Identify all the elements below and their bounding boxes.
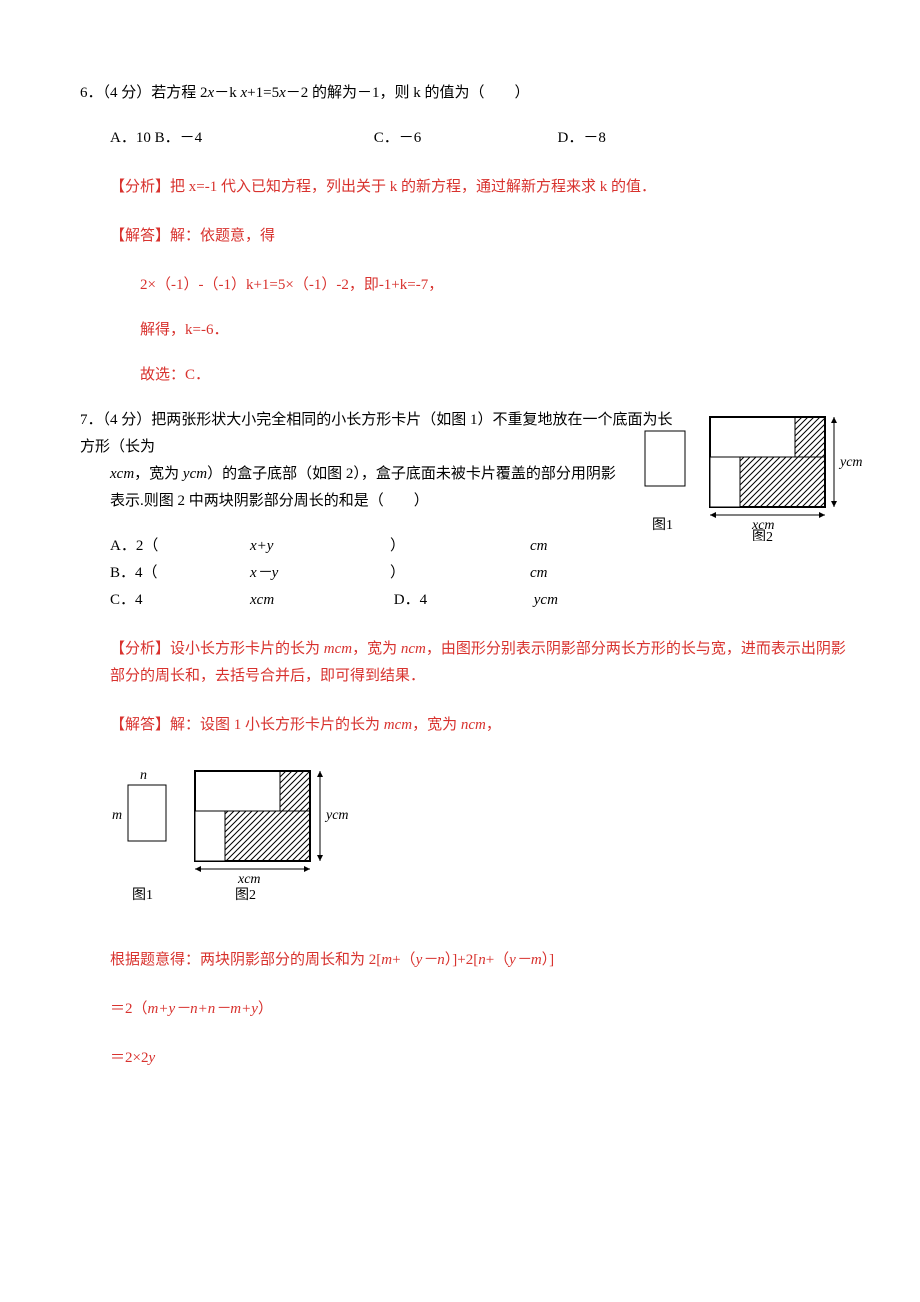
svg-text:ycm: ycm xyxy=(324,808,349,823)
q7-analysis: 【分析】设小长方形卡片的长为 mcm，宽为 ncm，由图形分别表示阴影部分两长方… xyxy=(110,636,860,690)
q7-figure-solution: n m 图1 xcm ycm 图2 xyxy=(110,761,860,921)
q7-deriv2: ＝2（m+y－n+n－m+y） xyxy=(110,996,860,1023)
q6-step2: 解得，k=-6． xyxy=(140,317,860,344)
q7-figure-inline: 图1 xcm ycm 图2 xyxy=(640,411,870,551)
q6-option-d: D．－8 xyxy=(558,125,606,152)
q7-stem: 7．（4 分）把两张形状大小完全相同的小长方形卡片（如图 1）不重复地放在一个底… xyxy=(80,407,860,515)
q6-step3: 故选：C． xyxy=(140,362,860,389)
answer-label: 【解答】 xyxy=(110,717,170,733)
q7-option-a: A．2（x+y） cm xyxy=(110,533,670,560)
svg-text:m: m xyxy=(112,808,122,823)
svg-text:n: n xyxy=(140,768,147,783)
q6-answer-head: 【解答】解：依题意，得 xyxy=(110,223,860,250)
q6-points: （4 分） xyxy=(103,85,152,101)
q6-stem: 6．（4 分）若方程 2x－k x+1=5x－2 的解为－1，则 k 的值为（ … xyxy=(80,80,860,107)
svg-text:xcm: xcm xyxy=(237,872,261,887)
q7-option-d: D．4ycm xyxy=(394,587,674,614)
analysis-label: 【分析】 xyxy=(110,641,170,657)
q7-answer-head: 【解答】解：设图 1 小长方形卡片的长为 mcm，宽为 ncm， xyxy=(110,712,860,739)
q6-number: 6． xyxy=(80,85,103,101)
q7-deriv3: ＝2×2y xyxy=(110,1045,860,1072)
svg-text:图1: 图1 xyxy=(132,888,153,903)
q6-options: A．10 B．－4 C．－6 D．－8 xyxy=(110,125,860,152)
svg-text:图1: 图1 xyxy=(652,518,673,533)
answer-label: 【解答】 xyxy=(110,228,170,244)
q6-step1: 2×（-1）-（-1）k+1=5×（-1）-2，即-1+k=-7， xyxy=(140,272,860,299)
q6-option-c: C．－6 xyxy=(374,125,514,152)
q6-option-a: A．10 B．－4 xyxy=(110,125,330,152)
svg-text:图2: 图2 xyxy=(752,530,773,541)
q6-analysis: 【分析】把 x=-1 代入已知方程，列出关于 k 的新方程，通过解新方程来求 k… xyxy=(110,174,860,201)
svg-text:图2: 图2 xyxy=(235,888,256,903)
q7-points: （4 分） xyxy=(103,412,152,428)
q7-number: 7． xyxy=(80,412,103,428)
q7-deriv1: 根据题意得：两块阴影部分的周长和为 2[m+（y－n）]+2[n+（y－m）] xyxy=(110,947,860,974)
analysis-label: 【分析】 xyxy=(110,179,170,195)
q7-option-b: B．4（x－y） cm xyxy=(110,560,670,587)
svg-text:ycm: ycm xyxy=(838,455,863,470)
q7-option-c: C．4xcm xyxy=(110,587,390,614)
